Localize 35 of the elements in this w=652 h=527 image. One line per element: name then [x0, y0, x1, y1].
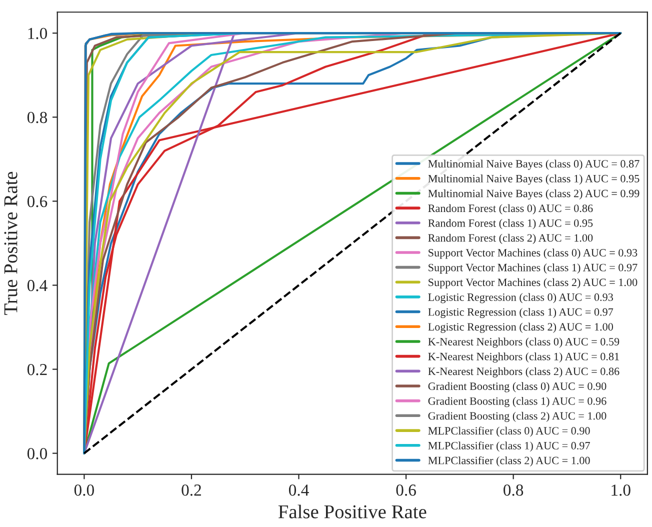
legend-label: K-Nearest Neighbors (class 1) AUC = 0.81 — [428, 352, 619, 363]
legend-label: K-Nearest Neighbors (class 0) AUC = 0.59 — [428, 338, 620, 348]
legend-label: Support Vector Machines (class 0) AUC = 0.93 — [428, 248, 638, 259]
legend-label: Support Vector Machines (class 2) AUC = 1.00 — [428, 278, 638, 288]
legend-label: Multinomial Naive Bayes (class 1) AUC = 0.95 — [428, 174, 640, 185]
x-tick-label: 0.4 — [288, 484, 309, 496]
legend-label: Random Forest (class 2) AUC = 1.00 — [428, 234, 593, 244]
x-tick-label: 0.2 — [182, 484, 201, 496]
legend-label: Gradient Boosting (class 2) AUC = 1.00 — [428, 412, 606, 422]
y-tick-label: 0.6 — [27, 196, 48, 208]
legend-label: Gradient Boosting (class 0) AUC = 0.90 — [428, 382, 606, 392]
legend-label: Support Vector Machines (class 1) AUC = 0.97 — [428, 263, 638, 274]
legend-label: MLPClassifier (class 1) AUC = 0.97 — [428, 441, 590, 452]
legend-label: Random Forest (class 1) AUC = 0.95 — [428, 219, 593, 230]
x-tick-label: 0.0 — [74, 484, 94, 496]
x-tick-label: 0.8 — [504, 484, 524, 496]
legend-label: MLPClassifier (class 2) AUC = 1.00 — [428, 456, 590, 467]
y-tick-label: 0.8 — [27, 112, 48, 124]
x-tick-label: 0.6 — [396, 484, 416, 496]
y-tick-label: 0.2 — [27, 364, 47, 376]
legend-label: MLPClassifier (class 0) AUC = 0.90 — [428, 426, 590, 437]
x-axis-title: False Positive Rate — [278, 504, 426, 518]
legend-label: K-Nearest Neighbors (class 2) AUC = 0.86 — [428, 367, 620, 378]
y-tick-label: 1.0 — [28, 28, 48, 40]
legend-label: Multinomial Naive Bayes (class 0) AUC = 0.87 — [428, 160, 640, 170]
y-axis-title: True Positive Rate — [4, 172, 18, 315]
legend-label: Logistic Regression (class 1) AUC = 0.97 — [428, 308, 614, 318]
legend-label: Logistic Regression (class 0) AUC = 0.93 — [428, 293, 613, 304]
y-tick-label: 0.0 — [27, 448, 48, 460]
legend-label: Gradient Boosting (class 1) AUC = 0.96 — [428, 397, 606, 408]
y-tick-label: 0.4 — [27, 280, 48, 292]
x-tick-label: 1.0 — [612, 484, 630, 496]
legend-label: Logistic Regression (class 2) AUC = 1.00 — [428, 322, 614, 333]
legend-label: Multinomial Naive Bayes (class 2) AUC = 0.99 — [428, 189, 640, 200]
legend-label: Random Forest (class 0) AUC = 0.86 — [428, 204, 593, 214]
